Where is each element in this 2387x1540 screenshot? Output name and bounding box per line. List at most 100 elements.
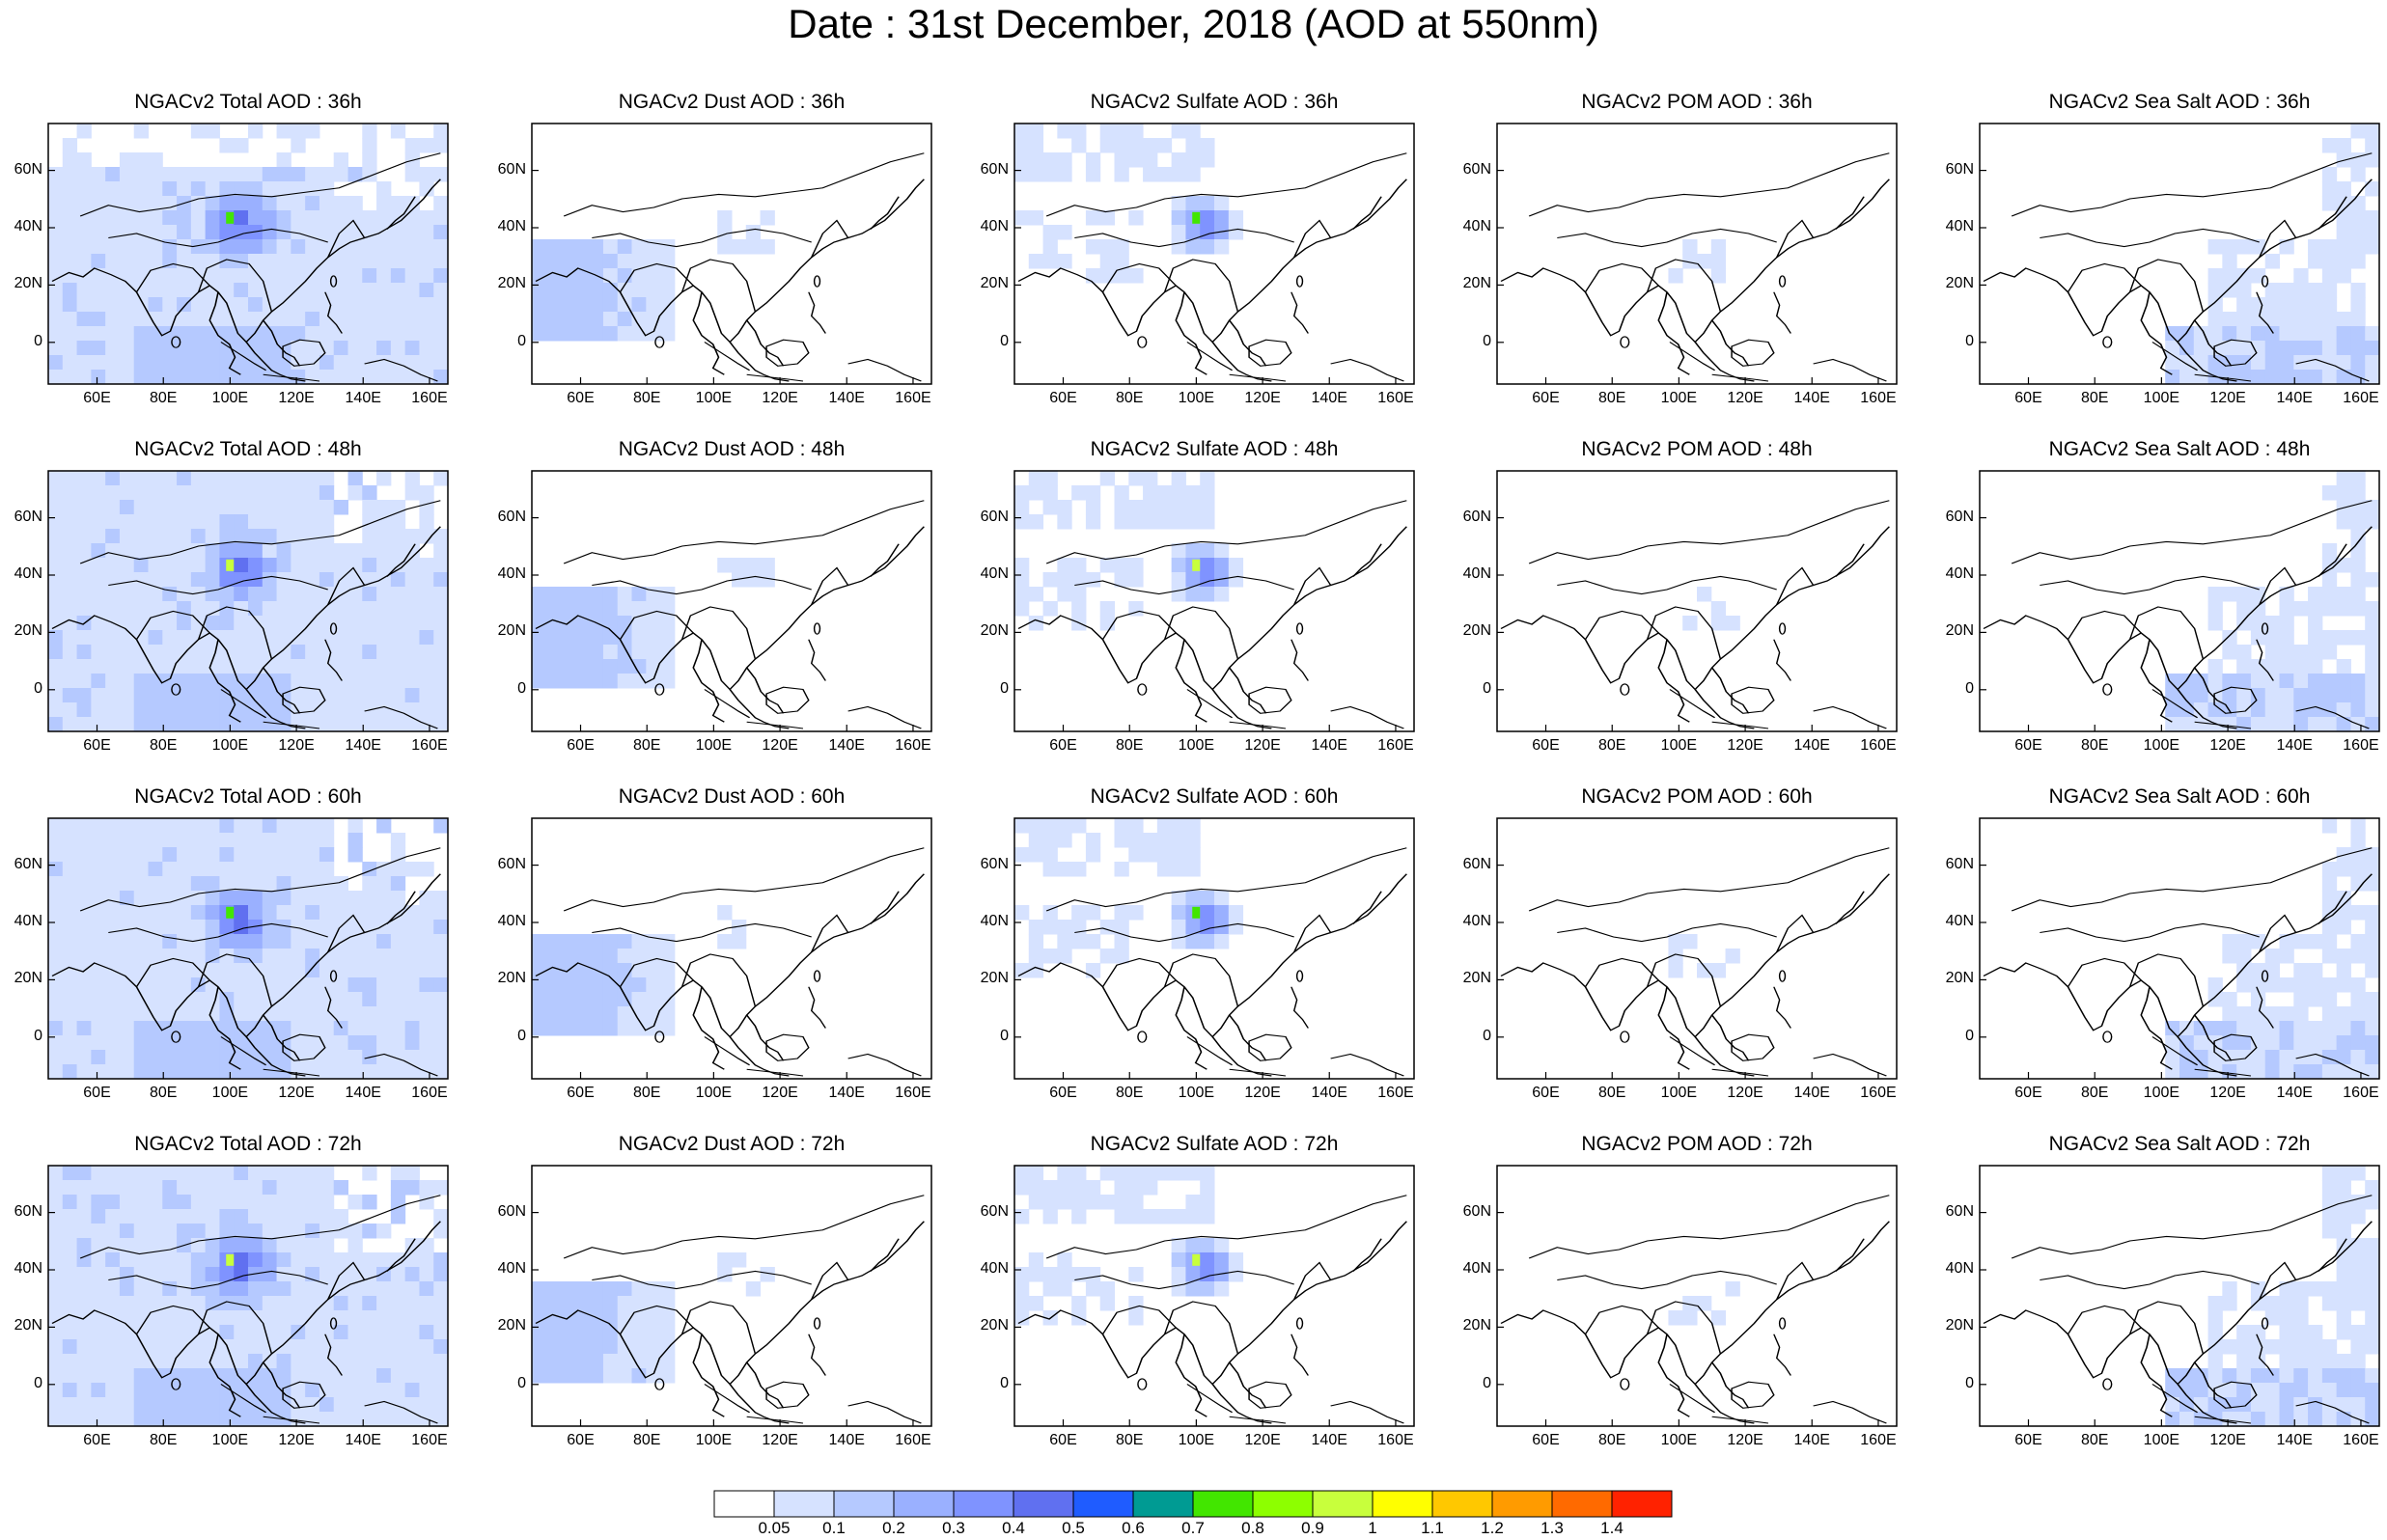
lon-label: 80E <box>1597 390 1626 406</box>
map-frame <box>1979 817 2380 1080</box>
lon-label: 140E <box>1311 390 1347 406</box>
lon-label: 120E <box>1727 390 1763 406</box>
lat-label: 40N <box>497 218 526 234</box>
lat-label: 40N <box>980 565 1009 582</box>
lon-label: 160E <box>895 1432 931 1448</box>
panel-title: NGACv2 Sea Salt AOD : 60h <box>2048 785 2311 808</box>
lon-label: 60E <box>567 1085 595 1101</box>
aod-hotspot <box>1192 1253 1201 1266</box>
colorbar-label: 1.4 <box>1600 1519 1624 1537</box>
lat-label: 60N <box>14 160 42 178</box>
lat-label: 40N <box>1945 218 1974 234</box>
panel-title: NGACv2 POM AOD : 48h <box>1581 438 1813 460</box>
lon-label: 140E <box>1793 1432 1830 1448</box>
map-frame <box>47 123 449 385</box>
lon-label: 60E <box>83 737 111 754</box>
lat-label: 60N <box>1462 855 1491 872</box>
map-panel-dust-2 <box>531 817 932 1080</box>
lon-label: 120E <box>278 737 315 754</box>
lon-label: 80E <box>2080 1085 2109 1101</box>
map-frame <box>1496 1165 1898 1427</box>
lat-label: 0 <box>34 1027 42 1044</box>
lat-label: 60N <box>980 160 1009 178</box>
lat-label: 0 <box>1483 332 1491 349</box>
lat-label: 40N <box>1945 565 1974 582</box>
panel-title: NGACv2 Total AOD : 36h <box>134 91 362 113</box>
lon-label: 140E <box>1311 1085 1347 1101</box>
colorbar-swatch <box>1132 1490 1194 1518</box>
lon-label: 100E <box>1178 1085 1215 1101</box>
lon-label: 60E <box>2014 1085 2042 1101</box>
map-frame <box>1013 1165 1415 1427</box>
panel-title: NGACv2 Dust AOD : 48h <box>618 438 846 460</box>
lon-label: 140E <box>345 1432 381 1448</box>
lat-label: 60N <box>14 855 42 872</box>
lat-label: 0 <box>1965 1374 1974 1391</box>
lon-label: 100E <box>211 1432 249 1448</box>
lon-label: 80E <box>149 1432 178 1448</box>
map-panel-sulfate-0 <box>1013 123 1415 385</box>
lon-label: 160E <box>1860 1085 1897 1101</box>
lat-label: 0 <box>1483 679 1491 697</box>
lat-label: 60N <box>1945 1202 1974 1220</box>
lon-label: 60E <box>1049 390 1077 406</box>
lon-label: 140E <box>345 390 381 406</box>
lon-label: 120E <box>2209 1085 2246 1101</box>
colorbar-swatch <box>1551 1490 1613 1518</box>
lon-label: 80E <box>1115 390 1144 406</box>
map-panel-seasalt-3 <box>1979 1165 2380 1427</box>
colorbar-swatch <box>1013 1490 1074 1518</box>
lat-label: 20N <box>14 622 42 640</box>
lat-label: 0 <box>1965 679 1974 697</box>
lon-label: 140E <box>2276 737 2313 754</box>
colorbar-label: 0.05 <box>758 1519 791 1537</box>
map-frame <box>1013 123 1415 385</box>
map-frame <box>1496 470 1898 732</box>
colorbar-label: 0.3 <box>942 1519 965 1537</box>
lat-label: 0 <box>34 679 42 697</box>
lon-label: 120E <box>278 390 315 406</box>
lat-label: 20N <box>1945 970 1974 987</box>
lon-label: 140E <box>828 737 865 754</box>
lon-label: 100E <box>1178 737 1215 754</box>
panel-title: NGACv2 Sulfate AOD : 72h <box>1090 1133 1339 1155</box>
map-frame <box>47 470 449 732</box>
map-panel-total-2 <box>47 817 449 1080</box>
lon-label: 100E <box>1178 390 1215 406</box>
lon-label: 140E <box>1311 737 1347 754</box>
lon-label: 160E <box>1377 1085 1414 1101</box>
colorbar-label: 1.3 <box>1540 1519 1564 1537</box>
colorbar-swatch <box>713 1490 775 1518</box>
lat-label: 20N <box>497 622 526 640</box>
colorbar-label: 0.6 <box>1122 1519 1145 1537</box>
lon-label: 160E <box>411 1085 448 1101</box>
lon-label: 160E <box>1860 737 1897 754</box>
lat-label: 20N <box>14 275 42 292</box>
map-frame <box>531 1165 932 1427</box>
colorbar-swatch <box>833 1490 895 1518</box>
map-panel-dust-1 <box>531 470 932 732</box>
lat-label: 40N <box>1462 218 1491 234</box>
lat-label: 60N <box>1945 855 1974 872</box>
lon-label: 60E <box>1532 1085 1560 1101</box>
lat-label: 0 <box>1000 1374 1009 1391</box>
lon-label: 60E <box>567 390 595 406</box>
lat-label: 60N <box>1945 508 1974 525</box>
lon-label: 100E <box>1660 737 1698 754</box>
lon-label: 60E <box>2014 1432 2042 1448</box>
lon-label: 160E <box>1377 1432 1414 1448</box>
lon-label: 80E <box>149 1085 178 1101</box>
lat-label: 40N <box>980 913 1009 929</box>
lat-label: 60N <box>980 1202 1009 1220</box>
lon-label: 120E <box>1727 1432 1763 1448</box>
lon-label: 140E <box>1793 390 1830 406</box>
lon-label: 100E <box>1660 390 1698 406</box>
map-panel-total-3 <box>47 1165 449 1427</box>
lon-label: 120E <box>1727 737 1763 754</box>
lon-label: 80E <box>1597 737 1626 754</box>
lon-label: 140E <box>1793 1085 1830 1101</box>
map-panel-pom-0 <box>1496 123 1898 385</box>
lat-label: 0 <box>517 332 526 349</box>
colorbar-label: 0.8 <box>1241 1519 1264 1537</box>
